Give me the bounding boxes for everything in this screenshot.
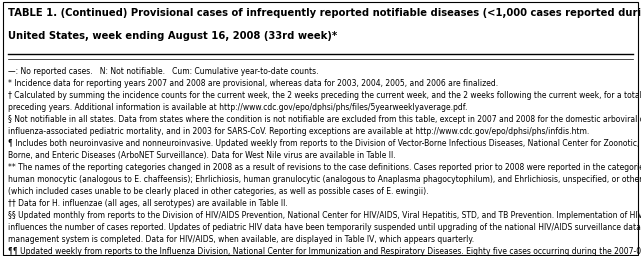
Text: TABLE 1. (Continued) Provisional cases of infrequently reported notifiable disea: TABLE 1. (Continued) Provisional cases o… — [8, 8, 641, 18]
Text: † Calculated by summing the incidence counts for the current week, the 2 weeks p: † Calculated by summing the incidence co… — [8, 91, 641, 100]
Text: United States, week ending August 16, 2008 (33rd week)*: United States, week ending August 16, 20… — [8, 31, 337, 41]
Text: (which included cases unable to be clearly placed in other categories, as well a: (which included cases unable to be clear… — [8, 187, 428, 196]
Text: § Not notifiable in all states. Data from states where the condition is not noti: § Not notifiable in all states. Data fro… — [8, 115, 641, 124]
Text: §§ Updated monthly from reports to the Division of HIV/AIDS Prevention, National: §§ Updated monthly from reports to the D… — [8, 211, 641, 220]
Text: †† Data for H. influenzae (all ages, all serotypes) are available in Table II.: †† Data for H. influenzae (all ages, all… — [8, 199, 287, 208]
Text: preceding years. Additional information is available at http://www.cdc.gov/epo/d: preceding years. Additional information … — [8, 103, 467, 112]
Text: ** The names of the reporting categories changed in 2008 as a result of revision: ** The names of the reporting categories… — [8, 163, 641, 172]
Text: management system is completed. Data for HIV/AIDS, when available, are displayed: management system is completed. Data for… — [8, 235, 474, 244]
Text: influences the number of cases reported. Updates of pediatric HIV data have been: influences the number of cases reported.… — [8, 223, 640, 232]
Text: human monocytic (analogous to E. chaffeensis); Ehrlichiosis, human granulocytic : human monocytic (analogous to E. chaffee… — [8, 175, 641, 184]
Text: * Incidence data for reporting years 2007 and 2008 are provisional, whereas data: * Incidence data for reporting years 200… — [8, 79, 498, 88]
Text: ¶¶ Updated weekly from reports to the Influenza Division, National Center for Im: ¶¶ Updated weekly from reports to the In… — [8, 247, 641, 256]
Text: —: No reported cases.   N: Not notifiable.   Cum: Cumulative year-to-date counts: —: No reported cases. N: Not notifiable.… — [8, 67, 318, 76]
Text: Borne, and Enteric Diseases (ArboNET Surveillance). Data for West Nile virus are: Borne, and Enteric Diseases (ArboNET Sur… — [8, 151, 395, 160]
Text: ¶ Includes both neuroinvasive and nonneuroinvasive. Updated weekly from reports : ¶ Includes both neuroinvasive and nonneu… — [8, 139, 641, 148]
Text: influenza-associated pediatric mortality, and in 2003 for SARS-CoV. Reporting ex: influenza-associated pediatric mortality… — [8, 127, 589, 136]
